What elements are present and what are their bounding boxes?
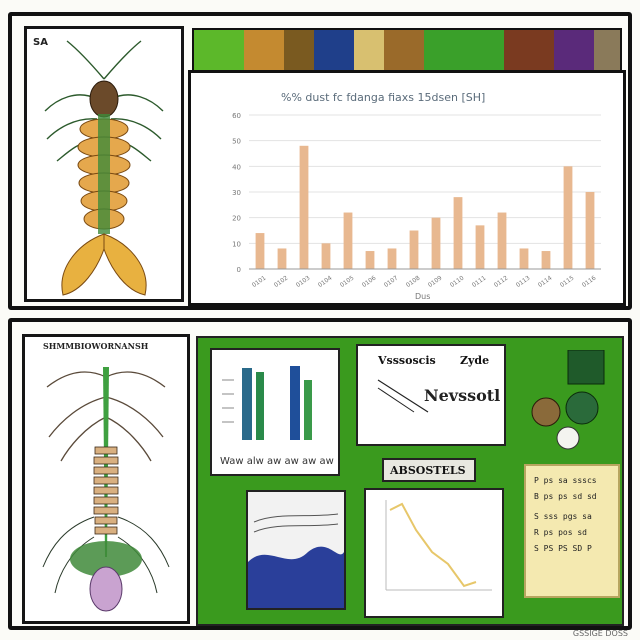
x-tick-label: 0102 — [273, 274, 290, 289]
bar — [497, 212, 507, 269]
bar-poster-graphic — [222, 366, 312, 440]
x-tick-label: 0106 — [361, 274, 378, 289]
note-side-label: Zyde — [460, 354, 490, 367]
label-card: ABSOSTELS — [382, 458, 476, 482]
bar — [453, 197, 463, 269]
insect-illustration-bottom: SHMMBIOWORNANSH — [22, 334, 190, 624]
bar — [343, 212, 353, 269]
x-tick-label: 0110 — [449, 274, 466, 289]
bar — [409, 230, 419, 269]
insect-illustration-top: SA — [24, 26, 184, 302]
bar — [299, 145, 309, 269]
bar — [563, 166, 573, 269]
bar — [255, 233, 265, 269]
x-tick-label: 0115 — [559, 274, 576, 289]
bar — [365, 251, 375, 269]
photo-card — [246, 490, 346, 610]
collage-strip-graphic — [194, 30, 620, 70]
x-tick-label: 0114 — [537, 274, 554, 289]
bar — [277, 248, 287, 269]
note-header: Vsssoscis — [378, 354, 436, 367]
image-strip — [192, 28, 622, 72]
x-tick-label: 0116 — [581, 274, 598, 289]
bottom-panel: SHMMBIOWORNANSH — [8, 318, 632, 630]
x-tick-label: 0111 — [471, 274, 488, 289]
y-tick-label: 30 — [232, 189, 241, 197]
x-tick-label: 0108 — [405, 274, 422, 289]
poster-caption: Waw alw aw aw aw aw — [220, 456, 334, 467]
top-panel: SA — [8, 12, 632, 310]
note-arrow-graphic — [377, 379, 429, 413]
x-tick-label: 0101 — [251, 274, 268, 289]
corner-label: SA — [33, 37, 48, 48]
bar — [541, 251, 551, 269]
sign-line-3: S sss pgs sa — [534, 512, 592, 521]
sign-line-2: B ps ps sd sd — [534, 492, 597, 501]
bar — [431, 217, 441, 269]
yellow-sign: P ps sa ssscs B ps ps sd sd S sss pgs sa… — [524, 464, 620, 598]
bar — [475, 225, 485, 269]
chart-title: %% dust fc fdanga fiaxs 15dsen [SH] — [281, 91, 486, 104]
x-tick-label: 0105 — [339, 274, 356, 289]
x-tick-label: 0107 — [383, 274, 400, 289]
label-card-text: ABSOSTELS — [390, 464, 466, 477]
sign-line-1: P ps sa ssscs — [534, 476, 597, 485]
illustration-heading: SHMMBIOWORNANSH — [43, 341, 149, 351]
line-chart-card — [364, 488, 504, 618]
line-chart-graphic — [385, 500, 492, 591]
bar-poster-card: Waw alw aw aw aw aw — [210, 348, 340, 476]
bar — [519, 248, 529, 269]
green-collage-board: Waw alw aw aw aw aw Vsssoscis Zyde Nevss… — [196, 336, 624, 626]
note-card: Vsssoscis Zyde Nevssotl — [356, 344, 506, 446]
y-tick-label: 20 — [232, 215, 241, 223]
y-tick-label: 10 — [232, 240, 241, 248]
bar-chart: 0 10 20 30 40 50 60 0101 0102 0103 0104 0105 0106 010… — [232, 112, 601, 301]
badge-cluster — [531, 350, 605, 450]
y-tick-label: 60 — [232, 112, 241, 120]
y-tick-label: 0 — [237, 266, 241, 274]
x-axis-label: Dus — [415, 292, 430, 301]
y-tick-label: 40 — [232, 163, 241, 171]
note-title: Nevssotl — [424, 386, 501, 405]
x-tick-label: 0104 — [317, 274, 334, 289]
x-tick-label: 0109 — [427, 274, 444, 289]
y-tick-label: 50 — [232, 138, 241, 146]
arthropod-drawing — [44, 40, 164, 296]
x-tick-label: 0103 — [295, 274, 312, 289]
centipede-drawing — [42, 367, 170, 612]
watermark: GSSIGE DOSS — [572, 629, 628, 638]
x-tick-label: 0113 — [515, 274, 532, 289]
x-tick-label: 0112 — [493, 274, 510, 289]
sign-line-5: S PS PS SD P — [534, 544, 592, 553]
bar — [585, 192, 595, 269]
bar — [387, 248, 397, 269]
sign-line-4: R ps pos sd — [534, 528, 587, 537]
bar-chart-frame: %% dust fc fdanga fiaxs 15dsen [SH] 0 10 2… — [188, 70, 626, 306]
photo-graphic — [248, 492, 344, 608]
bar — [321, 243, 331, 269]
